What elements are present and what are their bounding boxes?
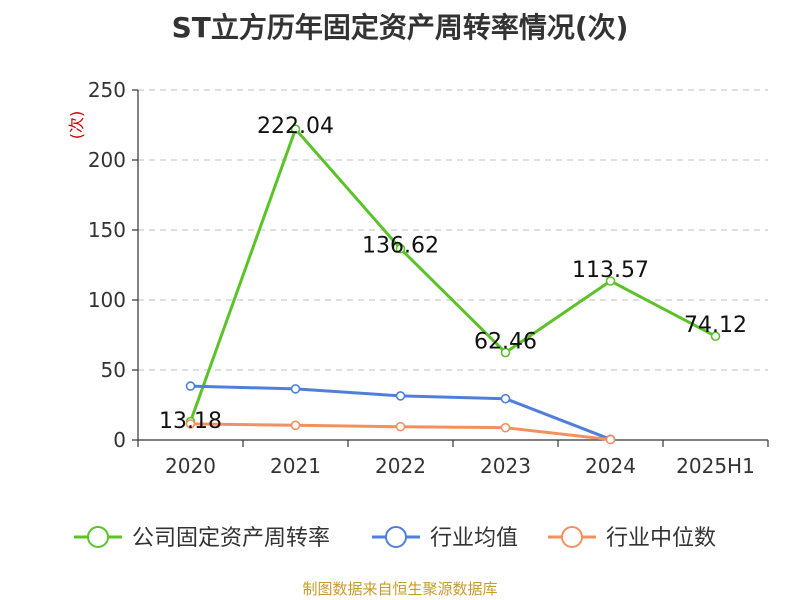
data-point[interactable] <box>290 384 301 394</box>
x-tick-label: 2020 <box>165 454 216 478</box>
legend-label: 行业中位数 <box>606 526 716 551</box>
x-tick-label: 2023 <box>480 454 531 478</box>
series-line <box>189 127 717 423</box>
x-tick-label: 2025H1 <box>676 454 755 478</box>
y-tick-label: 200 <box>88 148 126 172</box>
legend-label: 公司固定资产周转率 <box>132 526 330 551</box>
legend-item[interactable]: 行业均值 <box>372 526 518 551</box>
data-point[interactable] <box>605 276 616 286</box>
chart-title: ST立方历年固定资产周转率情况(次) <box>171 11 629 44</box>
data-point[interactable] <box>500 347 511 358</box>
y-tick-label: 250 <box>88 78 126 102</box>
data-point[interactable] <box>290 420 301 431</box>
data-point[interactable] <box>185 419 196 429</box>
data-point[interactable] <box>500 422 511 433</box>
data-point[interactable] <box>605 434 616 445</box>
x-tick-label: 2024 <box>585 454 636 478</box>
y-tick-label: 0 <box>113 428 126 452</box>
data-point[interactable] <box>710 331 721 342</box>
data-labels: 13.18 222.04 136.62 62.46 113.57 74.12 <box>159 114 747 434</box>
data-point[interactable] <box>395 421 406 432</box>
data-label: 13.18 <box>159 409 222 434</box>
data-point[interactable] <box>395 391 406 401</box>
legend-item[interactable]: 行业中位数 <box>548 526 716 551</box>
data-point[interactable] <box>500 393 511 404</box>
legend-marker <box>87 526 109 548</box>
legend-marker <box>561 526 583 548</box>
source-note: 制图数据来自恒生聚源数据库 <box>302 580 498 598</box>
data-label: 62.46 <box>474 330 537 355</box>
x-tick-label: 2021 <box>270 454 321 478</box>
legend-item[interactable]: 公司固定资产周转率 <box>74 526 330 551</box>
legend-marker <box>385 526 407 548</box>
data-label: 74.12 <box>684 313 747 338</box>
data-label: 113.57 <box>572 258 649 283</box>
axes: 0 50 100 150 200 250 2020 2021 2022 2023 2024 2025H… <box>88 78 769 478</box>
x-tick-label: 2022 <box>375 454 426 478</box>
legend-label: 行业均值 <box>430 526 518 551</box>
grid-lines <box>138 89 768 371</box>
y-tick-label: 150 <box>88 218 126 242</box>
y-tick-label: 100 <box>88 288 126 312</box>
y-tick-label: 50 <box>101 358 126 382</box>
y-axis-unit-label: (次) <box>67 111 86 140</box>
series <box>185 124 721 445</box>
data-point[interactable] <box>290 124 301 134</box>
data-label: 136.62 <box>362 234 439 259</box>
legend[interactable]: 公司固定资产周转率 行业均值 行业中位数 <box>74 526 716 551</box>
data-point[interactable] <box>395 243 406 254</box>
data-point[interactable] <box>185 381 196 391</box>
data-label: 222.04 <box>257 114 334 139</box>
